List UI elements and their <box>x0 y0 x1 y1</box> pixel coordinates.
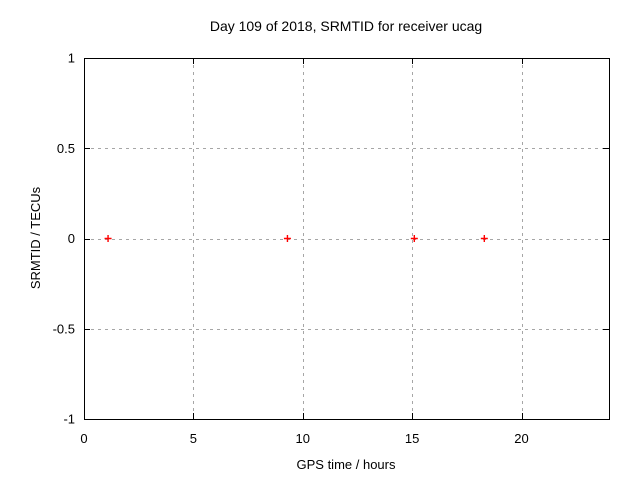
data-point-marker <box>410 235 418 242</box>
x-tick-label: 5 <box>190 431 197 446</box>
data-point-marker <box>104 235 112 242</box>
x-tick-label: 0 <box>80 431 87 446</box>
data-point-marker <box>480 235 488 242</box>
grid-layer <box>84 58 609 419</box>
y-tick-label: 0 <box>68 231 75 246</box>
x-tick-label: 20 <box>514 431 528 446</box>
y-tick-label: -1 <box>63 412 75 427</box>
x-tick-label: 15 <box>405 431 419 446</box>
data-series-layer <box>104 235 488 242</box>
y-tick-label: 0.5 <box>57 141 75 156</box>
data-point-marker <box>283 235 291 242</box>
axis-layer <box>84 58 610 420</box>
x-axis-label: GPS time / hours <box>297 457 396 472</box>
y-tick-label: 1 <box>68 51 75 66</box>
x-tick-label: 10 <box>296 431 310 446</box>
tick-label-layer: 0 5 10 15 20 1 0.5 0 -0.5 -1 <box>53 51 529 447</box>
y-axis-label: SRMTID / TECUs <box>28 186 43 289</box>
y-tick-label: -0.5 <box>53 321 75 336</box>
chart-title: Day 109 of 2018, SRMTID for receiver uca… <box>210 18 482 34</box>
